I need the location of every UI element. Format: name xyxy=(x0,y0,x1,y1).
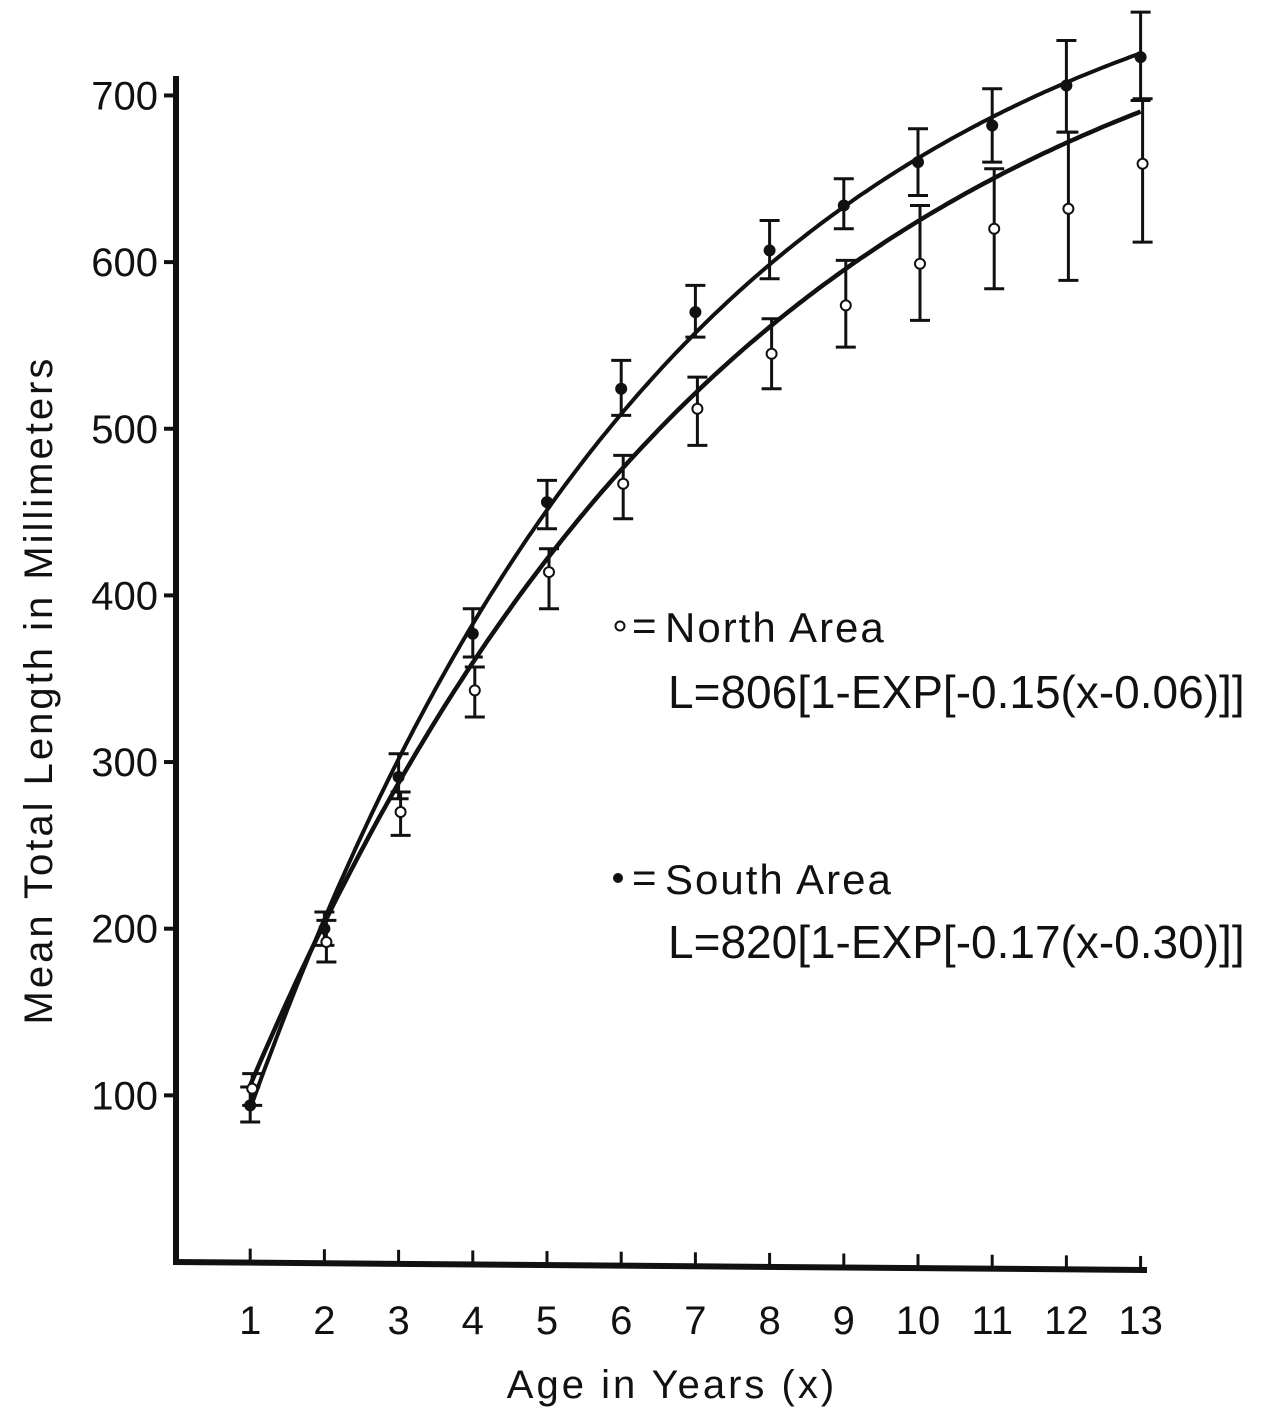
x-tick-label: 5 xyxy=(536,1299,558,1343)
legend-south-label: South Area xyxy=(665,856,893,903)
point-north xyxy=(765,347,778,360)
point-south xyxy=(763,244,776,257)
x-tick-label: 2 xyxy=(313,1299,335,1343)
x-tick-label: 9 xyxy=(833,1299,855,1343)
x-tick-label: 13 xyxy=(1118,1299,1163,1343)
point-north xyxy=(691,402,704,415)
x-axis-title: Age in Years (x) xyxy=(507,1363,837,1407)
legend: = North Area L=806[1-EXP[-0.15(x-0.06)]]… xyxy=(613,602,1245,968)
legend-north-label: North Area xyxy=(665,604,886,651)
point-north xyxy=(1062,202,1075,215)
y-tick-label: 200 xyxy=(91,908,158,952)
x-tick-label: 1 xyxy=(239,1299,261,1343)
y-tick-label: 400 xyxy=(91,574,158,618)
x-tick-label: 8 xyxy=(758,1299,780,1343)
x-tick-label: 4 xyxy=(462,1299,484,1343)
axes xyxy=(172,76,1148,1273)
point-north xyxy=(543,566,555,579)
point-north xyxy=(988,222,1001,235)
point-north xyxy=(468,684,481,697)
point-south xyxy=(244,1099,257,1112)
y-tick-label: 300 xyxy=(91,741,158,785)
x-tick-label: 10 xyxy=(896,1299,941,1343)
point-north xyxy=(320,936,333,949)
legend-north-equals: = xyxy=(632,602,659,649)
x-tick-label: 3 xyxy=(387,1299,409,1343)
point-south xyxy=(689,306,702,319)
x-tick-label: 11 xyxy=(971,1299,1013,1343)
x-axis-line xyxy=(172,1259,1148,1273)
point-south xyxy=(318,922,331,935)
legend-south-marker xyxy=(613,873,623,883)
x-tick-label: 12 xyxy=(1044,1299,1089,1343)
point-north xyxy=(394,806,407,819)
legend-south-equation: L=820[1-EXP[-0.17(x-0.30)]] xyxy=(668,916,1245,968)
y-tick-label: 600 xyxy=(91,241,158,285)
point-south xyxy=(1060,79,1073,92)
y-axis-title: Mean Total Length in Millimeters xyxy=(17,356,61,1025)
y-tick-label: 500 xyxy=(91,408,158,452)
legend-south-equals: = xyxy=(632,854,659,901)
point-north xyxy=(839,299,852,312)
point-south xyxy=(912,156,924,169)
point-south xyxy=(541,496,553,509)
point-south xyxy=(615,382,628,395)
x-tick-label: 7 xyxy=(684,1299,706,1343)
point-north xyxy=(914,257,926,270)
point-south xyxy=(466,627,479,640)
legend-north-equation: L=806[1-EXP[-0.15(x-0.06)]] xyxy=(668,666,1245,718)
point-south xyxy=(1134,51,1147,64)
data-points xyxy=(244,51,1149,1112)
y-tick-label: 700 xyxy=(91,74,158,118)
point-north xyxy=(246,1082,259,1095)
point-south xyxy=(986,119,999,132)
y-tick-label: 100 xyxy=(91,1074,158,1118)
point-north xyxy=(1136,157,1149,170)
point-south xyxy=(837,199,850,212)
point-south xyxy=(392,771,405,784)
x-tick-label: 6 xyxy=(610,1299,632,1343)
legend-north-marker xyxy=(614,620,626,632)
point-north xyxy=(617,477,630,490)
